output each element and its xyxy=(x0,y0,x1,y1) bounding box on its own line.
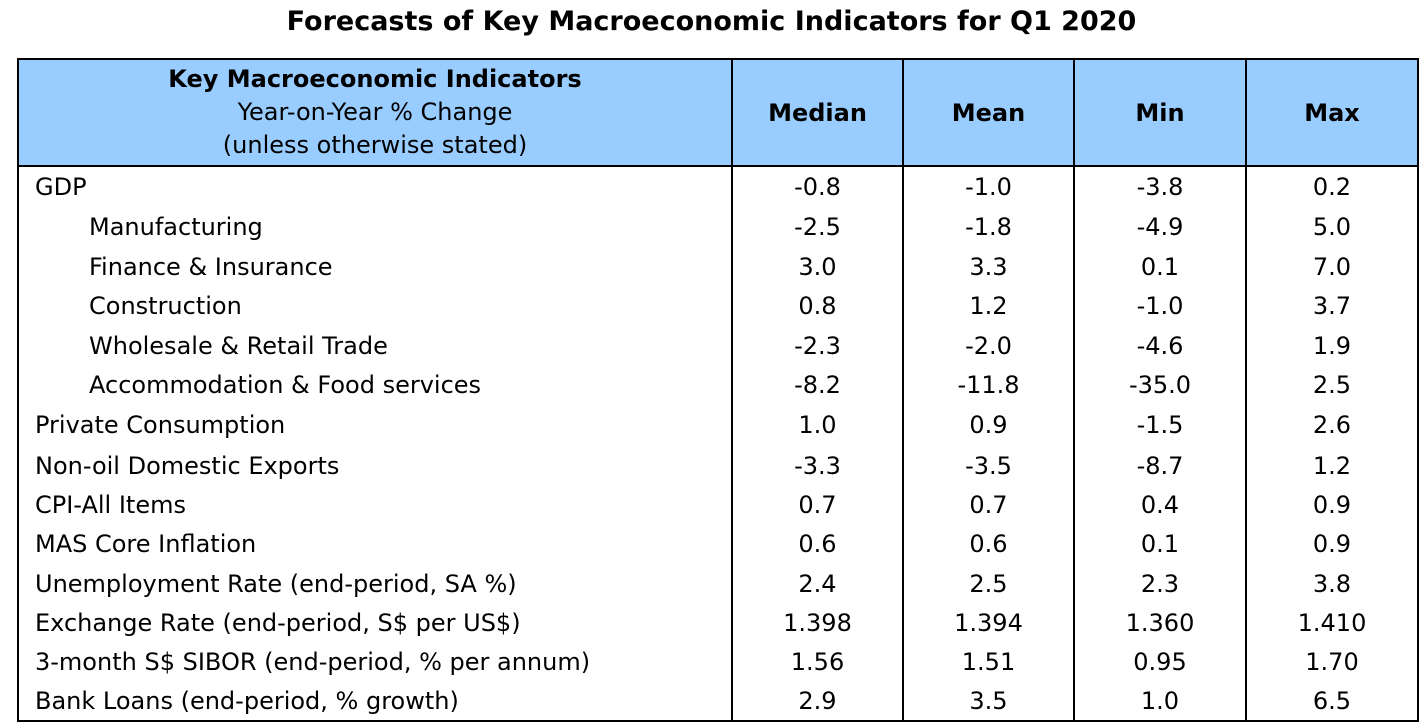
table-row: Accommodation & Food services -8.2 -11.8 -3… xyxy=(17,365,1419,404)
max-value: 1.9 xyxy=(1245,326,1419,365)
min-value: 0.1 xyxy=(1073,524,1247,564)
median-value: 1.398 xyxy=(731,603,904,642)
min-value: 1.360 xyxy=(1073,603,1247,642)
median-value: 0.7 xyxy=(731,485,904,524)
median-value: 0.8 xyxy=(731,286,904,326)
min-column-header: Min xyxy=(1073,58,1247,167)
max-value: 0.9 xyxy=(1245,524,1419,564)
median-value: 3.0 xyxy=(731,247,904,286)
forecast-table: Key Macroeconomic Indicators Year-on-Yea… xyxy=(17,58,1419,722)
median-value: 2.4 xyxy=(731,564,904,603)
mean-value: -1.0 xyxy=(902,166,1075,207)
indicator-header-title: Key Macroeconomic Indicators xyxy=(168,65,582,93)
median-value: 0.6 xyxy=(731,524,904,564)
indicator-label: Manufacturing xyxy=(17,207,733,247)
indicator-header-subtitle: Year-on-Year % Change xyxy=(237,98,513,126)
table-row: Unemployment Rate (end-period, SA %) 2.4 2… xyxy=(17,564,1419,603)
max-value: 1.2 xyxy=(1245,446,1419,485)
min-value: -4.9 xyxy=(1073,207,1247,247)
mean-value: 3.3 xyxy=(902,247,1075,286)
table-row: MAS Core Inflation 0.6 0.6 0.1 0.9 xyxy=(17,524,1419,564)
page-title: Forecasts of Key Macroeconomic Indicator… xyxy=(286,6,1137,37)
indicator-label: Construction xyxy=(17,286,733,326)
max-column-header: Max xyxy=(1245,58,1419,167)
max-value: 1.410 xyxy=(1245,603,1419,642)
min-value: 0.95 xyxy=(1073,642,1247,681)
median-value: -2.5 xyxy=(731,207,904,247)
max-value: 6.5 xyxy=(1245,681,1419,722)
max-value: 0.2 xyxy=(1245,166,1419,207)
min-value: -8.7 xyxy=(1073,446,1247,485)
table-row: Finance & Insurance 3.0 3.3 0.1 7.0 xyxy=(17,247,1419,286)
median-value: -3.3 xyxy=(731,446,904,485)
indicator-header-note: (unless otherwise stated) xyxy=(222,131,528,159)
median-value: 2.9 xyxy=(731,681,904,722)
indicator-column-header: Key Macroeconomic Indicators Year-on-Yea… xyxy=(17,58,733,167)
mean-value: 1.51 xyxy=(902,642,1075,681)
indicator-label: MAS Core Inflation xyxy=(17,524,733,564)
max-value: 3.8 xyxy=(1245,564,1419,603)
indicator-label: Non-oil Domestic Exports xyxy=(17,446,733,485)
min-value: -35.0 xyxy=(1073,365,1247,404)
table-row: Wholesale & Retail Trade -2.3 -2.0 -4.6 1.9 xyxy=(17,326,1419,365)
indicator-label: GDP xyxy=(17,166,733,207)
indicator-label: Unemployment Rate (end-period, SA %) xyxy=(17,564,733,603)
max-value: 2.6 xyxy=(1245,404,1419,446)
mean-value: 3.5 xyxy=(902,681,1075,722)
indicator-label: 3-month S$ SIBOR (end-period, % per annu… xyxy=(17,642,733,681)
mean-value: 0.9 xyxy=(902,404,1075,446)
indicator-label: Bank Loans (end-period, % growth) xyxy=(17,681,733,722)
max-value: 5.0 xyxy=(1245,207,1419,247)
median-value: -8.2 xyxy=(731,365,904,404)
table-row: GDP -0.8 -1.0 -3.8 0.2 xyxy=(17,166,1419,207)
indicator-label: Exchange Rate (end-period, S$ per US$) xyxy=(17,603,733,642)
table-header-row: Key Macroeconomic Indicators Year-on-Yea… xyxy=(17,58,1419,167)
min-value: -1.5 xyxy=(1073,404,1247,446)
mean-value: 1.394 xyxy=(902,603,1075,642)
min-value: 0.1 xyxy=(1073,247,1247,286)
mean-column-header: Mean xyxy=(902,58,1075,167)
mean-value: 2.5 xyxy=(902,564,1075,603)
table-row: CPI-All Items 0.7 0.7 0.4 0.9 xyxy=(17,485,1419,524)
indicator-label: Finance & Insurance xyxy=(17,247,733,286)
mean-value: 0.7 xyxy=(902,485,1075,524)
mean-value: -1.8 xyxy=(902,207,1075,247)
mean-value: -3.5 xyxy=(902,446,1075,485)
max-value: 1.70 xyxy=(1245,642,1419,681)
median-value: -2.3 xyxy=(731,326,904,365)
table-row: Construction 0.8 1.2 -1.0 3.7 xyxy=(17,286,1419,326)
min-value: -3.8 xyxy=(1073,166,1247,207)
min-value: 2.3 xyxy=(1073,564,1247,603)
indicator-label: Private Consumption xyxy=(17,404,733,446)
table-row: Manufacturing -2.5 -1.8 -4.9 5.0 xyxy=(17,207,1419,247)
max-value: 0.9 xyxy=(1245,485,1419,524)
median-value: 1.56 xyxy=(731,642,904,681)
max-value: 2.5 xyxy=(1245,365,1419,404)
indicator-label: Wholesale & Retail Trade xyxy=(17,326,733,365)
min-value: -1.0 xyxy=(1073,286,1247,326)
min-value: 0.4 xyxy=(1073,485,1247,524)
table-row: Private Consumption 1.0 0.9 -1.5 2.6 xyxy=(17,404,1419,446)
mean-value: -11.8 xyxy=(902,365,1075,404)
indicator-label: Accommodation & Food services xyxy=(17,365,733,404)
table-row: Exchange Rate (end-period, S$ per US$) 1.… xyxy=(17,603,1419,642)
max-value: 7.0 xyxy=(1245,247,1419,286)
min-value: 1.0 xyxy=(1073,681,1247,722)
median-value: 1.0 xyxy=(731,404,904,446)
median-value: -0.8 xyxy=(731,166,904,207)
max-value: 3.7 xyxy=(1245,286,1419,326)
table-row: 3-month S$ SIBOR (end-period, % per annu… xyxy=(17,642,1419,681)
mean-value: -2.0 xyxy=(902,326,1075,365)
indicator-label: CPI-All Items xyxy=(17,485,733,524)
median-column-header: Median xyxy=(731,58,904,167)
table-row: Non-oil Domestic Exports -3.3 -3.5 -8.7 1.2 xyxy=(17,446,1419,485)
table-row: Bank Loans (end-period, % growth) 2.9 3.5 1… xyxy=(17,681,1419,722)
min-value: -4.6 xyxy=(1073,326,1247,365)
mean-value: 1.2 xyxy=(902,286,1075,326)
mean-value: 0.6 xyxy=(902,524,1075,564)
